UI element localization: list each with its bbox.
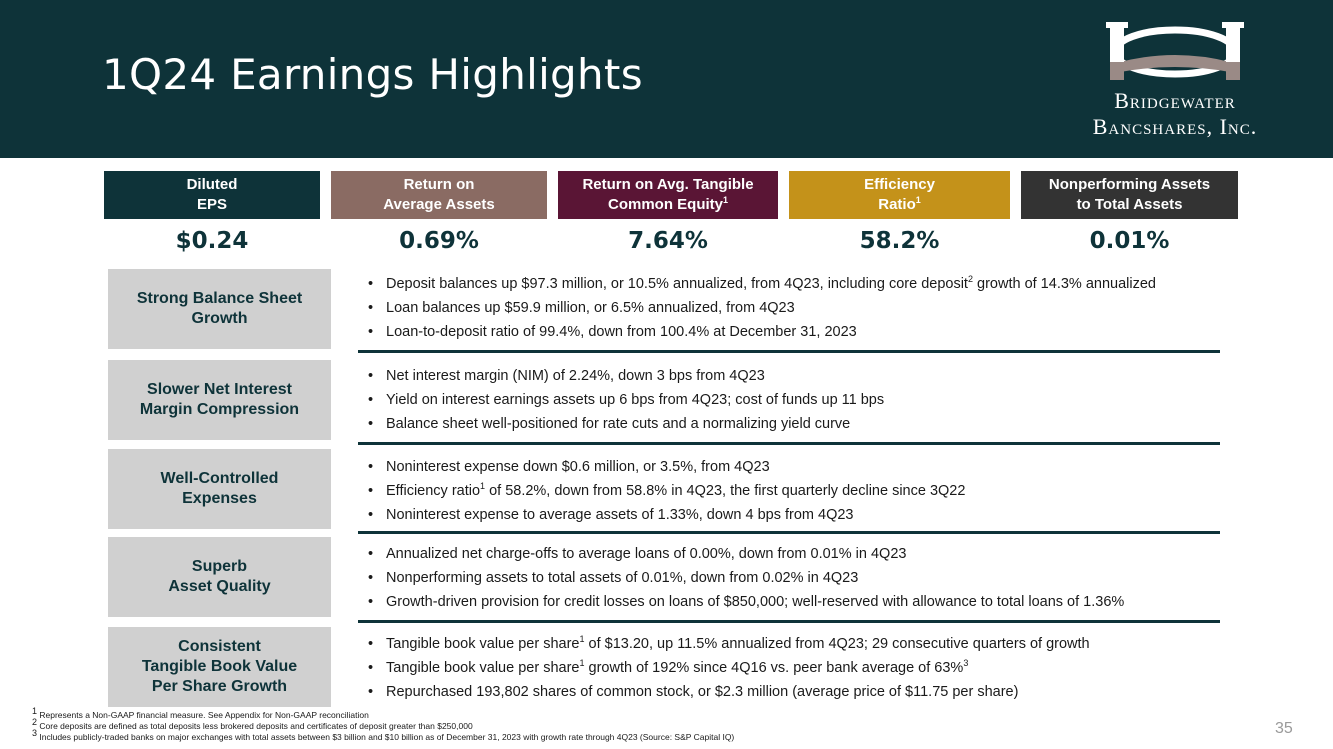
- bullet-list-net-interest-margin: Net interest margin (NIM) of 2.24%, down…: [368, 364, 1288, 436]
- metric-value-eps: $0.24: [175, 228, 249, 254]
- metric-label-rotce: Return on Avg. Tangible Common Equity1: [558, 171, 778, 219]
- bullet-item: Repurchased 193,802 shares of common sto…: [368, 680, 1288, 704]
- header-banner: 1Q24 Earnings Highlights Bridgewater Ban…: [0, 0, 1333, 158]
- metric-label-efficiency: Efficiency Ratio1: [789, 171, 1010, 219]
- bullet-item: Efficiency ratio1 of 58.2%, down from 58…: [368, 479, 1288, 503]
- footnotes: 1 Represents a Non-GAAP financial measur…: [32, 706, 735, 743]
- metric-label-eps: Diluted EPS: [104, 171, 320, 219]
- metric-value-efficiency: 58.2%: [859, 228, 940, 254]
- bullet-list-tangible-book-value: Tangible book value per share1 of $13.20…: [368, 632, 1288, 704]
- metric-label-roaa: Return on Average Assets: [331, 171, 547, 219]
- bullet-item: Nonperforming assets to total assets of …: [368, 566, 1288, 590]
- bullet-item: Loan-to-deposit ratio of 99.4%, down fro…: [368, 320, 1288, 344]
- bullet-item: Loan balances up $59.9 million, or 6.5% …: [368, 296, 1288, 320]
- section-divider: [358, 442, 1220, 445]
- bullet-list-asset-quality: Annualized net charge-offs to average lo…: [368, 542, 1288, 614]
- footnote: 2 Core deposits are defined as total dep…: [32, 717, 473, 731]
- category-asset-quality: Superb Asset Quality: [108, 537, 331, 617]
- bullet-item: Tangible book value per share1 growth of…: [368, 656, 1288, 680]
- bullet-item: Balance sheet well-positioned for rate c…: [368, 412, 1288, 436]
- section-divider: [358, 531, 1220, 534]
- bullet-item: Yield on interest earnings assets up 6 b…: [368, 388, 1288, 412]
- bullet-item: Net interest margin (NIM) of 2.24%, down…: [368, 364, 1288, 388]
- bullet-item: Annualized net charge-offs to average lo…: [368, 542, 1288, 566]
- metric-value-roaa: 0.69%: [399, 228, 479, 254]
- bullet-list-balance-sheet: Deposit balances up $97.3 million, or 10…: [368, 272, 1288, 344]
- metric-value-rotce: 7.64%: [628, 228, 708, 254]
- category-expenses: Well-Controlled Expenses: [108, 449, 331, 529]
- logo-text-line1: Bridgewater: [1114, 88, 1236, 113]
- section-divider: [358, 620, 1220, 623]
- page-title: 1Q24 Earnings Highlights: [102, 50, 643, 99]
- section-divider: [358, 350, 1220, 353]
- bullet-list-expenses: Noninterest expense down $0.6 million, o…: [368, 455, 1288, 527]
- category-tangible-book-value: Consistent Tangible Book Value Per Share G…: [108, 627, 331, 707]
- bullet-item: Noninterest expense down $0.6 million, o…: [368, 455, 1288, 479]
- bullet-item: Noninterest expense to average assets of…: [368, 503, 1288, 527]
- metric-value-npa: 0.01%: [1089, 228, 1170, 254]
- page-number: 35: [1275, 720, 1293, 737]
- logo-text-line2: Bancshares, Inc.: [1092, 114, 1258, 139]
- category-net-interest-margin: Slower Net Interest Margin Compression: [108, 360, 331, 440]
- metric-label-npa: Nonperforming Assets to Total Assets: [1021, 171, 1238, 219]
- footnote: 1 Represents a Non-GAAP financial measur…: [32, 706, 369, 720]
- company-logo: Bridgewater Bancshares, Inc.: [1060, 14, 1290, 148]
- bullet-item: Growth-driven provision for credit losse…: [368, 590, 1288, 614]
- bullet-item: Tangible book value per share1 of $13.20…: [368, 632, 1288, 656]
- bridge-icon: [1106, 22, 1244, 80]
- category-balance-sheet: Strong Balance Sheet Growth: [108, 269, 331, 349]
- bullet-item: Deposit balances up $97.3 million, or 10…: [368, 272, 1288, 296]
- footnote: 3 Includes publicly-traded banks on majo…: [32, 728, 735, 742]
